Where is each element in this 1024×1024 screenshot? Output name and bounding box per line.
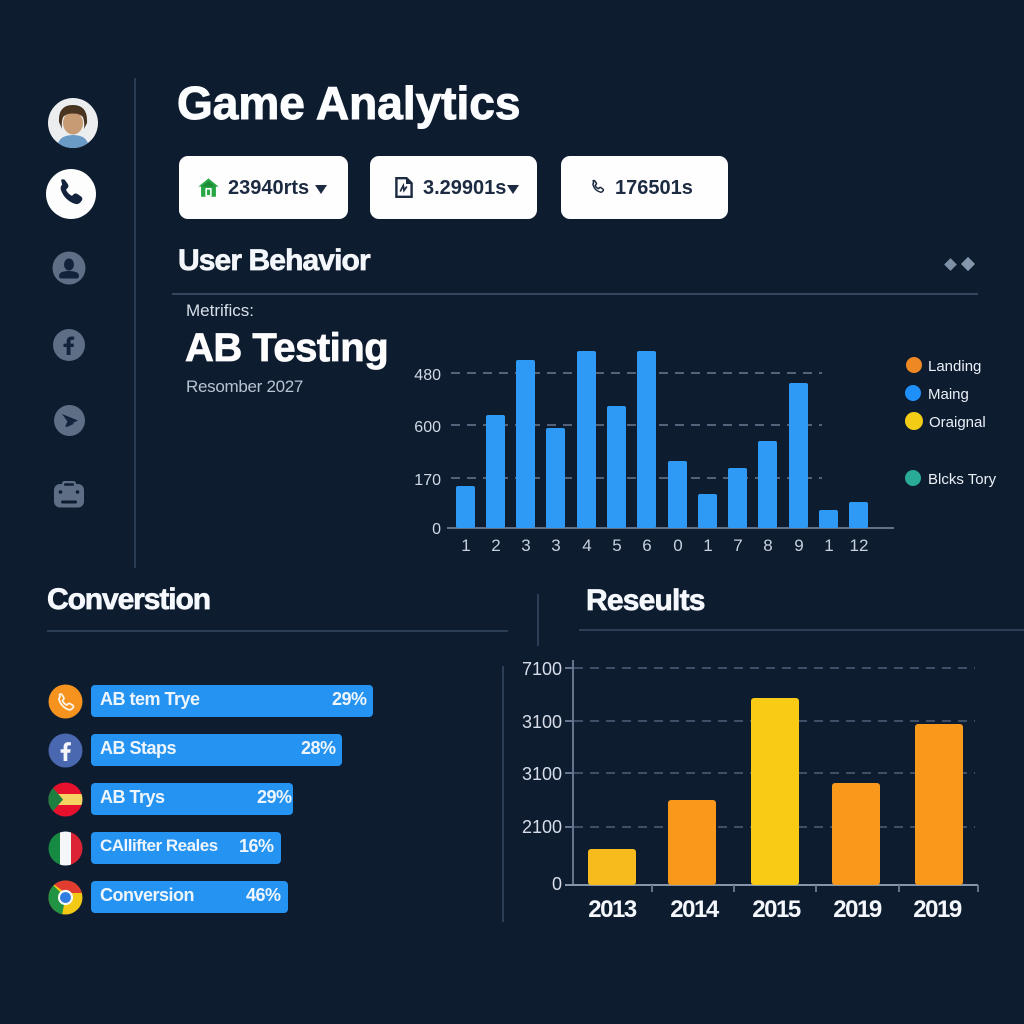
svg-text:6: 6 — [642, 536, 651, 555]
svg-text:9: 9 — [794, 536, 803, 555]
svg-text:2019: 2019 — [913, 896, 962, 923]
svg-text:8: 8 — [763, 536, 772, 555]
svg-text:Blcks Tory: Blcks Tory — [928, 471, 997, 488]
svg-text:480: 480 — [414, 367, 441, 384]
svg-text:2015: 2015 — [752, 896, 801, 923]
svg-text:3: 3 — [521, 536, 530, 555]
svg-text:0: 0 — [552, 874, 562, 894]
svg-text:7100: 7100 — [522, 659, 562, 679]
svg-text:2019: 2019 — [833, 896, 882, 923]
svg-text:7: 7 — [733, 536, 742, 555]
svg-text:5: 5 — [612, 536, 621, 555]
svg-text:3: 3 — [551, 536, 560, 555]
svg-text:2013: 2013 — [588, 896, 637, 923]
svg-text:1: 1 — [461, 536, 470, 555]
svg-text:Maing: Maing — [928, 386, 969, 403]
svg-text:12: 12 — [850, 536, 869, 555]
svg-text:2014: 2014 — [670, 896, 720, 923]
svg-text:600: 600 — [414, 419, 441, 436]
svg-text:0: 0 — [673, 536, 682, 555]
svg-text:0: 0 — [432, 521, 441, 538]
svg-text:170: 170 — [414, 472, 441, 489]
svg-text:4: 4 — [582, 536, 591, 555]
svg-text:2100: 2100 — [522, 817, 562, 837]
svg-text:Landing: Landing — [928, 358, 981, 375]
svg-text:1: 1 — [703, 536, 712, 555]
svg-text:3100: 3100 — [522, 712, 562, 732]
svg-text:3100: 3100 — [522, 764, 562, 784]
svg-text:2: 2 — [491, 536, 500, 555]
svg-text:1: 1 — [824, 536, 833, 555]
svg-text:Oraignal: Oraignal — [929, 414, 986, 431]
